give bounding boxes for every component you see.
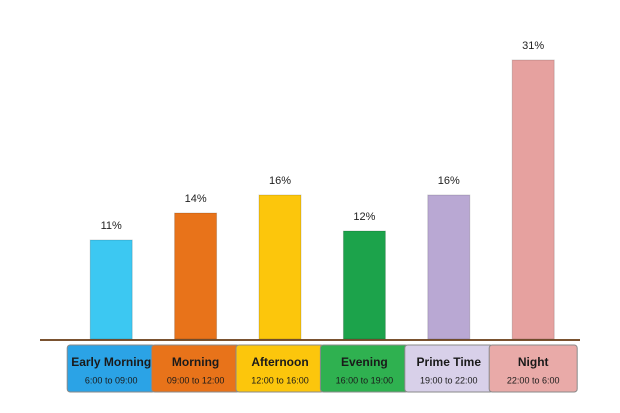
time-range: 09:00 to 12:00 (167, 375, 225, 385)
bar (89, 239, 133, 340)
category-label: Evening (341, 355, 388, 369)
value-label: 16% (438, 175, 460, 187)
bar (174, 212, 218, 340)
bar (511, 59, 555, 340)
bar (258, 194, 302, 340)
category-label: Night (518, 355, 549, 369)
time-range: 12:00 to 16:00 (251, 375, 309, 385)
value-label: 14% (185, 193, 207, 205)
time-range: 16:00 to 19:00 (336, 375, 394, 385)
value-label: 12% (353, 211, 375, 223)
value-label: 11% (101, 220, 122, 232)
value-label: 31% (522, 40, 544, 52)
time-range: 19:00 to 22:00 (420, 375, 478, 385)
time-range: 6:00 to 09:00 (85, 375, 138, 385)
value-label: 16% (269, 175, 291, 187)
category-label: Early Morning (71, 355, 151, 369)
bar (342, 230, 386, 340)
time-range: 22:00 to 6:00 (507, 375, 560, 385)
category-label: Afternoon (251, 355, 308, 369)
category-box (488, 344, 578, 393)
category-label: Morning (172, 355, 219, 369)
bar (427, 194, 471, 340)
category-label: Prime Time (417, 355, 482, 369)
